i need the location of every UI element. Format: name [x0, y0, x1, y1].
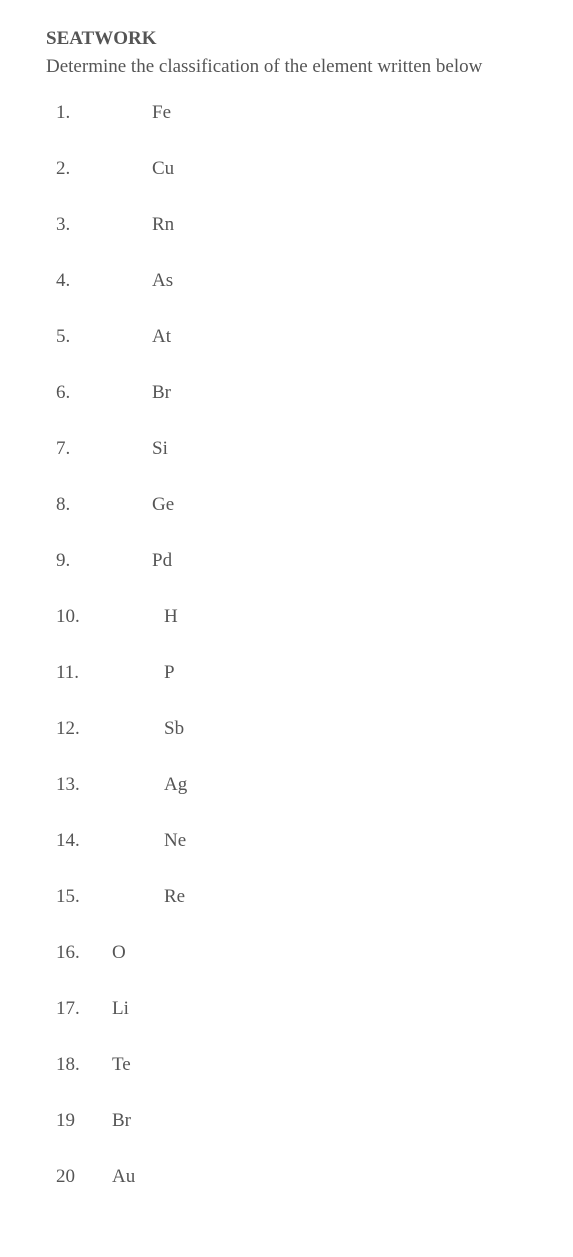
list-item: 19Br [56, 1110, 573, 1132]
list-item: 17.Li [56, 998, 573, 1020]
instruction-text: Determine the classification of the elem… [46, 56, 573, 78]
element-list: 1.Fe2.Cu3.Rn4.As5.At6.Br7.Si8.Ge9.Pd10.H… [46, 102, 573, 1188]
list-item: 20Au [56, 1166, 573, 1188]
item-number: 19 [56, 1110, 152, 1132]
list-item: 15. Re [56, 886, 573, 908]
list-item: 11. P [56, 662, 573, 684]
list-item: 2.Cu [56, 158, 573, 180]
element-symbol: Ag [164, 774, 187, 796]
element-symbol: Te [112, 1054, 131, 1076]
element-symbol: Sb [164, 718, 184, 740]
item-number: 2. [56, 158, 152, 180]
item-number: 18. [56, 1054, 152, 1076]
item-number: 1. [56, 102, 152, 124]
list-item: 18.Te [56, 1054, 573, 1076]
element-symbol: P [164, 662, 175, 684]
element-symbol: Cu [152, 158, 174, 180]
element-symbol: Li [112, 998, 129, 1020]
item-number: 14. [56, 830, 152, 852]
list-item: 14. Ne [56, 830, 573, 852]
element-symbol: Ge [152, 494, 174, 516]
element-symbol: Re [164, 886, 185, 908]
item-number: 5. [56, 326, 152, 348]
item-number: 6. [56, 382, 152, 404]
item-number: 7. [56, 438, 152, 460]
item-number: 9. [56, 550, 152, 572]
list-item: 3.Rn [56, 214, 573, 236]
element-symbol: As [152, 270, 173, 292]
item-number: 4. [56, 270, 152, 292]
item-number: 11. [56, 662, 152, 684]
list-item: 10. H [56, 606, 573, 628]
element-symbol: O [112, 942, 126, 964]
element-symbol: Fe [152, 102, 171, 124]
element-symbol: Br [152, 382, 171, 404]
element-symbol: Pd [152, 550, 172, 572]
item-number: 12. [56, 718, 152, 740]
heading-seatwork: SEATWORK [46, 28, 573, 50]
element-symbol: Si [152, 438, 168, 460]
item-number: 10. [56, 606, 152, 628]
list-item: 6.Br [56, 382, 573, 404]
element-symbol: Rn [152, 214, 174, 236]
item-number: 17. [56, 998, 152, 1020]
item-number: 15. [56, 886, 152, 908]
list-item: 16.O [56, 942, 573, 964]
item-number: 20 [56, 1166, 152, 1188]
list-item: 9.Pd [56, 550, 573, 572]
item-number: 8. [56, 494, 152, 516]
item-number: 3. [56, 214, 152, 236]
list-item: 5.At [56, 326, 573, 348]
list-item: 12. Sb [56, 718, 573, 740]
item-number: 13. [56, 774, 152, 796]
item-number: 16. [56, 942, 152, 964]
list-item: 7.Si [56, 438, 573, 460]
element-symbol: At [152, 326, 171, 348]
element-symbol: Ne [164, 830, 186, 852]
list-item: 4.As [56, 270, 573, 292]
element-symbol: Br [112, 1110, 131, 1132]
list-item: 8.Ge [56, 494, 573, 516]
list-item: 1.Fe [56, 102, 573, 124]
element-symbol: Au [112, 1166, 135, 1188]
element-symbol: H [164, 606, 178, 628]
list-item: 13. Ag [56, 774, 573, 796]
